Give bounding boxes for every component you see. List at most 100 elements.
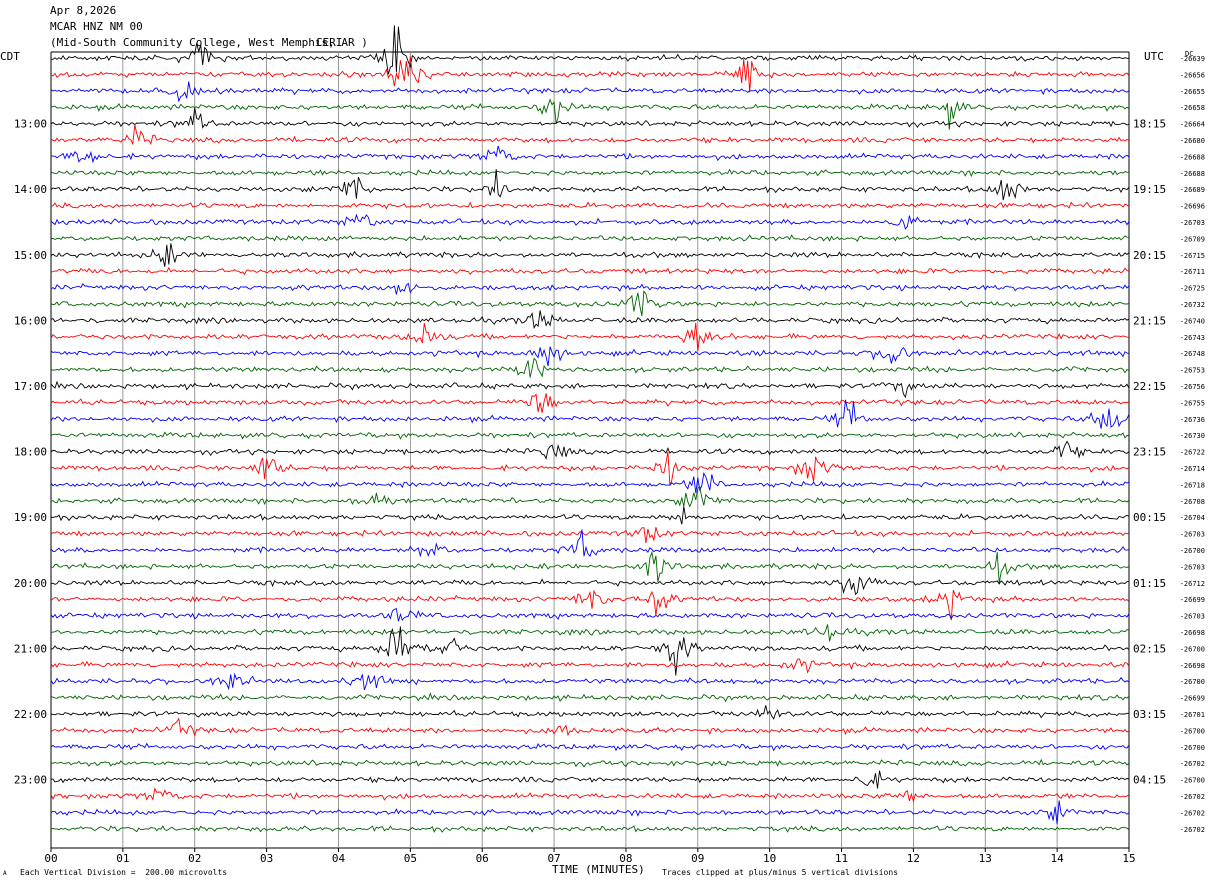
seismic-trace (50, 506, 1130, 525)
dc-offset-value: -26702 (1180, 760, 1205, 768)
seismic-trace (50, 107, 1130, 129)
seismic-trace (50, 529, 1130, 558)
dc-offset-value: -26688 (1180, 153, 1205, 161)
x-tick-label: 12 (907, 852, 920, 865)
seismic-trace (50, 243, 1130, 267)
seismic-trace (50, 770, 1130, 789)
dc-offset-value: -26748 (1180, 350, 1205, 358)
left-hour-label: 15:00 (14, 249, 47, 262)
seismic-trace (50, 527, 1130, 543)
dc-offset-value: -26700 (1180, 678, 1205, 686)
seismic-trace (50, 486, 1130, 508)
x-tick-label: 06 (476, 852, 489, 865)
dc-offset-value: -26658 (1180, 104, 1205, 112)
left-hour-label: 16:00 (14, 314, 47, 327)
x-tick-label: 00 (44, 852, 57, 865)
x-tick-label: 03 (260, 852, 273, 865)
right-hour-label: 21:15 (1133, 314, 1166, 327)
dc-offset-value: -26753 (1180, 367, 1205, 375)
dc-offset-value: -26712 (1180, 580, 1205, 588)
x-tick-label: 10 (763, 852, 776, 865)
dc-offset-value: -26680 (1180, 137, 1205, 145)
dc-offset-value: -26722 (1180, 449, 1205, 457)
x-tick-label: 14 (1051, 852, 1065, 865)
seismic-trace (50, 169, 1130, 201)
dc-offset-value: -26700 (1180, 744, 1205, 752)
dc-offset-value: -26703 (1180, 531, 1205, 539)
seismic-trace (50, 626, 1130, 676)
seismic-trace (50, 825, 1130, 833)
x-axis-label: TIME (MINUTES) (552, 863, 645, 876)
seismic-trace (50, 550, 1130, 584)
dc-offset-value: -26732 (1180, 301, 1205, 309)
dc-offset-value: -26725 (1180, 285, 1205, 293)
dc-offset-value: -26740 (1180, 317, 1205, 325)
footer-corner-mark: A (3, 870, 7, 877)
right-timezone: UTC (1144, 50, 1164, 63)
dc-offset-value: -26655 (1180, 88, 1205, 96)
seismic-trace (50, 692, 1130, 703)
seismic-trace (50, 451, 1130, 486)
seismic-trace (50, 213, 1130, 230)
right-hour-label: 19:15 (1133, 183, 1166, 196)
seismic-trace (50, 672, 1130, 691)
left-hour-label: 22:00 (14, 708, 47, 721)
seismic-trace (50, 800, 1130, 825)
left-hour-label: 19:00 (14, 511, 47, 524)
dc-offset-value: -26696 (1180, 203, 1205, 211)
dc-offset-labels: -26639 -26656 -26655 -26658 -26664 -26680 -266… (1180, 55, 1205, 834)
seismic-trace (50, 310, 1130, 330)
left-timezone: CDT (0, 50, 20, 63)
left-hour-label: 18:00 (14, 446, 47, 459)
left-hour-label: 23:00 (14, 774, 47, 787)
dc-offset-value: -26701 (1180, 711, 1205, 719)
dc-label: DC (1185, 50, 1194, 58)
seismic-trace (50, 758, 1130, 768)
right-hour-label: 22:15 (1133, 380, 1166, 393)
x-axis-ticks: 00 01 02 03 04 05 06 07 08 09 10 11 12 13 14 15 (44, 848, 1136, 865)
dc-offset-value: -26656 (1180, 71, 1205, 79)
dc-offset-value: -26703 (1180, 613, 1205, 621)
dc-offset-value: -26736 (1180, 416, 1205, 424)
header-network: CERI (315, 36, 343, 49)
dc-offset-value: -26702 (1180, 793, 1205, 801)
right-hour-labels: 18:15 19:15 20:15 21:15 22:15 23:15 00:15 01:15… (1133, 118, 1166, 787)
seismic-trace (50, 124, 1130, 146)
dc-offset-value: -26709 (1180, 235, 1205, 243)
dc-offset-value: -26689 (1180, 186, 1205, 194)
left-hour-label: 20:00 (14, 577, 47, 590)
seismic-trace (50, 234, 1130, 242)
left-hour-label: 17:00 (14, 380, 47, 393)
header-location-text: (Mid-South Community College, West Memph… (50, 36, 368, 49)
trace-group (50, 25, 1130, 833)
footer-clip: Traces clipped at plus/minus 5 vertical … (662, 868, 899, 877)
dc-offset-value: -26688 (1180, 170, 1205, 178)
right-hour-label: 18:15 (1133, 118, 1166, 131)
seismic-trace (50, 399, 1130, 429)
header-station: MCAR HNZ NM 00 (50, 20, 143, 33)
x-tick-label: 11 (835, 852, 848, 865)
dc-offset-value: -26699 (1180, 596, 1205, 604)
seismic-trace (50, 56, 1130, 93)
x-tick-label: 15 (1122, 852, 1135, 865)
dc-offset-value: -26639 (1180, 55, 1205, 63)
seismic-trace (50, 393, 1130, 413)
right-hour-label: 01:15 (1133, 577, 1166, 590)
dc-offset-value: -26730 (1180, 432, 1205, 440)
dc-offset-value: -26700 (1180, 727, 1205, 735)
seismic-trace (50, 380, 1130, 399)
seismic-trace (50, 346, 1130, 367)
seismic-trace (50, 145, 1130, 164)
dc-offset-value: -26704 (1180, 514, 1205, 522)
left-hour-label: 21:00 (14, 642, 47, 655)
x-tick-label: 01 (116, 852, 129, 865)
seismic-trace (50, 282, 1130, 295)
dc-offset-value: -26714 (1180, 465, 1205, 473)
right-hour-label: 23:15 (1133, 446, 1166, 459)
seismic-trace (50, 81, 1130, 103)
seismic-trace (50, 576, 1130, 596)
dc-offset-value: -26700 (1180, 547, 1205, 555)
dc-offset-value: -26700 (1180, 645, 1205, 653)
dc-offset-value: -26702 (1180, 826, 1205, 834)
header-location: (Mid-South Community College, West Memph… (50, 36, 368, 49)
